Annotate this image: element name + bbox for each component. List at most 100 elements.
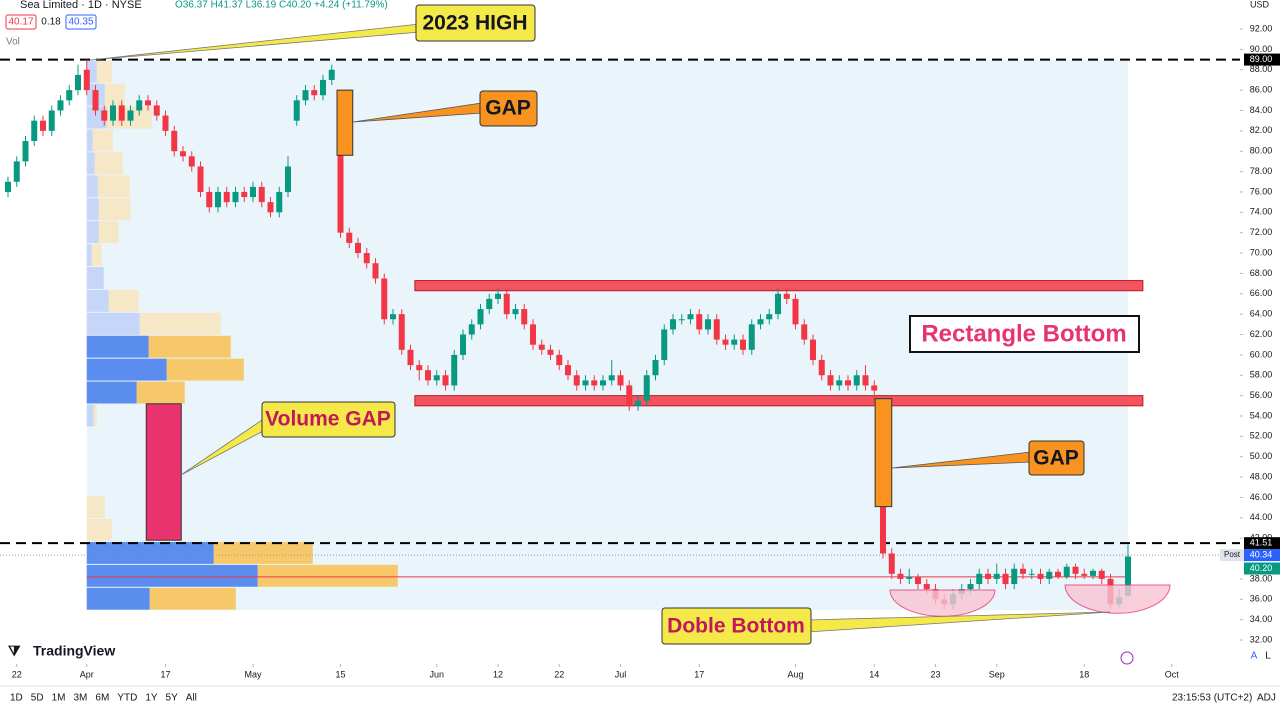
candle-body (809, 339, 816, 360)
profile-up (86, 267, 104, 289)
candle-body (267, 202, 274, 213)
y-tick-label: 36.00 (1250, 594, 1273, 604)
candle-body (914, 576, 921, 585)
candle-body (188, 156, 195, 167)
auto-scale[interactable]: A (1251, 651, 1258, 662)
candle-body (608, 375, 615, 381)
profile-up (86, 152, 95, 175)
y-tick-label: 92.00 (1250, 23, 1273, 33)
last-label: 40.20 (1250, 563, 1273, 573)
y-tick-label: 54.00 (1250, 410, 1273, 420)
range-button[interactable]: 5Y (166, 693, 179, 704)
x-tick-label: 22 (554, 669, 564, 679)
range-button[interactable]: All (186, 693, 197, 704)
y-tick-label: 52.00 (1250, 431, 1273, 441)
candle-body (591, 380, 598, 386)
candle-body (818, 359, 825, 376)
label-box (909, 315, 1140, 353)
candle-body (844, 380, 851, 386)
currency: USD (1250, 0, 1270, 9)
profile-up (86, 312, 140, 335)
profile-down (96, 60, 112, 83)
candle-body (74, 74, 81, 91)
profile-up (86, 564, 258, 587)
profile-down (93, 404, 97, 427)
flash-icon[interactable] (1120, 651, 1134, 665)
profile-down (104, 83, 125, 106)
profile-up (86, 587, 150, 610)
header: Sea Limited · 1D · NYSE O36.37 H41.37 L3… (5, 0, 1270, 48)
callout-text: 2023 HIGH (422, 12, 527, 35)
y-tick-label: 44.00 (1250, 512, 1273, 522)
price-tag-label: 40.34 (1250, 549, 1273, 559)
candle-body (661, 329, 668, 360)
candle-body (993, 573, 1000, 579)
x-tick-label: Sep (989, 669, 1005, 679)
candle-body (879, 502, 886, 554)
candle-body (92, 90, 99, 111)
profile-up (86, 358, 167, 381)
candle-body (582, 380, 589, 386)
post-tag (1220, 549, 1244, 562)
candle-body (407, 349, 414, 366)
candle-body (906, 576, 913, 579)
x-tick-label: May (244, 669, 262, 679)
profile-up (86, 175, 98, 198)
x-tick-label: Oct (1165, 669, 1180, 679)
x-tick-label: Jun (429, 669, 444, 679)
candle-body (669, 319, 676, 330)
candle-body (853, 375, 860, 386)
y-tick-label: 34.00 (1250, 614, 1273, 624)
candle-body (774, 293, 781, 315)
y-tick-label: 58.00 (1250, 370, 1273, 380)
profile-up (86, 60, 97, 83)
candle-body (127, 110, 134, 121)
vol-label: Vol (6, 37, 20, 48)
range-button[interactable]: YTD (117, 693, 137, 704)
candle-body (241, 191, 248, 198)
x-tick-label: 15 (335, 669, 345, 679)
x-tick-label: 14 (869, 669, 879, 679)
candle-body (494, 293, 501, 299)
callout-text: Volume GAP (265, 408, 391, 431)
y-tick-label: 82.00 (1250, 125, 1273, 135)
price-tag-label: 89.00 (1250, 54, 1273, 64)
profile-down (108, 289, 139, 312)
candle-body (678, 319, 685, 321)
range-button[interactable]: 1M (52, 693, 66, 704)
y-tick-label: 68.00 (1250, 268, 1273, 278)
log-scale[interactable]: L (1265, 651, 1271, 662)
profile-down (98, 221, 119, 244)
range-button[interactable]: 1Y (145, 693, 158, 704)
profile-down (97, 175, 130, 198)
candle-body (836, 380, 843, 386)
candle-body (923, 584, 930, 590)
range-button[interactable]: 3M (74, 693, 88, 704)
candle-body (153, 105, 160, 116)
candle-body (713, 319, 720, 340)
candle-body (984, 573, 991, 579)
candle-body (433, 375, 440, 381)
spread: 0.18 (41, 17, 61, 28)
range-button[interactable]: 5D (31, 693, 44, 704)
profile-down (149, 587, 236, 610)
clock: 23:15:53 (UTC+2) (1172, 693, 1252, 704)
candle-body (766, 314, 773, 320)
y-tick-label: 60.00 (1250, 349, 1273, 359)
y-tick-label: 78.00 (1250, 166, 1273, 176)
range-button[interactable]: 6M (95, 693, 109, 704)
callout (415, 4, 536, 42)
candle-body (293, 100, 300, 121)
candle-body (302, 90, 309, 101)
candle-body (888, 553, 895, 574)
range-rectangle (414, 280, 1144, 292)
ask-box[interactable] (65, 14, 97, 30)
candle-body (39, 120, 46, 131)
adj[interactable]: ADJ (1257, 693, 1276, 704)
bid-box[interactable] (5, 14, 37, 30)
candle-body (503, 293, 510, 315)
candle-body (31, 120, 38, 142)
candle-body (696, 314, 703, 330)
ask: 40.35 (68, 17, 93, 28)
range-button[interactable]: 1D (10, 693, 23, 704)
